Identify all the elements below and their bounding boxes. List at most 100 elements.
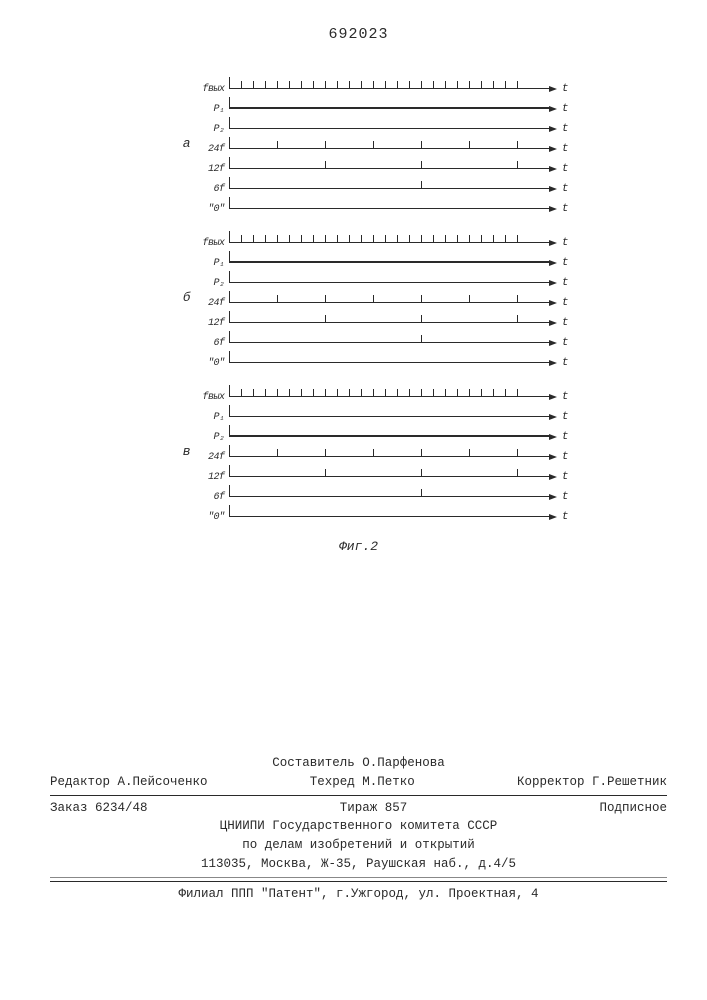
time-axis: t [229, 327, 549, 347]
tick-mark [361, 389, 362, 397]
tick-mark [481, 81, 482, 89]
org-line1: ЦНИИПИ Государственного комитета СССР [50, 817, 667, 836]
tick-mark [421, 315, 422, 323]
tick-mark [301, 235, 302, 243]
tick-mark [373, 235, 374, 243]
time-axis: t [229, 287, 549, 307]
arrow-icon [549, 360, 557, 366]
arrow-icon [549, 280, 557, 286]
t-axis-label: t [562, 83, 569, 95]
tick-mark [445, 81, 446, 89]
tick-mark [493, 389, 494, 397]
tick-mark [373, 449, 374, 457]
t-axis-label: t [562, 203, 569, 215]
branch-line: Филиал ППП "Патент", г.Ужгород, ул. Прое… [50, 885, 667, 904]
tirage-label: Тираж [340, 801, 378, 815]
tick-mark [517, 389, 518, 397]
timing-group: бfвыхtP₁tP₂t24ft12ft6ft"0"t [169, 227, 549, 367]
tick-mark [469, 81, 470, 89]
tick-mark [325, 295, 326, 303]
tick-mark [301, 81, 302, 89]
timing-row: 24ft [193, 287, 549, 307]
tick-mark [253, 235, 254, 243]
tick-mark [457, 389, 458, 397]
tick-mark [241, 389, 242, 397]
tick-mark [397, 81, 398, 89]
org-addr: 113035, Москва, Ж-35, Раушская наб., д.4… [50, 855, 667, 874]
arrow-icon [549, 166, 557, 172]
tick-mark [361, 235, 362, 243]
t-axis-label: t [562, 391, 569, 403]
tick-mark [385, 81, 386, 89]
time-axis: t [229, 227, 549, 247]
figure-2: аfвыхtP₁tP₂t24ft12ft6ft"0"tбfвыхtP₁tP₂t2… [149, 73, 569, 535]
tick-mark [373, 81, 374, 89]
timing-row: "0"t [193, 193, 549, 213]
time-axis: t [229, 153, 549, 173]
tick-mark [481, 235, 482, 243]
tick-mark [517, 81, 518, 89]
time-axis: t [229, 501, 549, 521]
tick-mark [421, 389, 422, 397]
tick-mark [313, 235, 314, 243]
tick-mark [469, 295, 470, 303]
tick-mark [277, 389, 278, 397]
colophon-block: Составитель О.Парфенова Редактор А.Пейсо… [50, 754, 667, 903]
tick-mark [457, 81, 458, 89]
arrow-icon [549, 300, 557, 306]
tick-mark [265, 81, 266, 89]
tick-mark [397, 389, 398, 397]
tick-mark [421, 295, 422, 303]
tick-mark [385, 389, 386, 397]
tick-mark [349, 389, 350, 397]
tick-mark [325, 389, 326, 397]
tick-mark [505, 81, 506, 89]
tick-mark [409, 235, 410, 243]
tick-mark [337, 81, 338, 89]
t-axis-label: t [562, 163, 569, 175]
tick-mark [445, 389, 446, 397]
tick-mark [325, 469, 326, 477]
t-axis-label: t [562, 103, 569, 115]
time-axis: t [229, 381, 549, 401]
t-axis-label: t [562, 123, 569, 135]
corrector-name: Г.Решетник [592, 775, 667, 789]
tick-mark [289, 389, 290, 397]
time-axis: t [229, 93, 549, 113]
time-axis: t [229, 307, 549, 327]
timing-row: 12ft [193, 461, 549, 481]
tick-mark [517, 235, 518, 243]
timing-row: P₁t [193, 401, 549, 421]
tick-mark [469, 389, 470, 397]
t-axis-label: t [562, 431, 569, 443]
time-axis: t [229, 133, 549, 153]
timing-row: P₂t [193, 421, 549, 441]
tick-mark [289, 235, 290, 243]
arrow-icon [549, 454, 557, 460]
tick-mark [517, 141, 518, 149]
tick-mark [421, 449, 422, 457]
techred-label: Техред [310, 775, 355, 789]
t-axis-label: t [562, 297, 569, 309]
t-axis-label: t [562, 237, 569, 249]
t-axis-label: t [562, 317, 569, 329]
tick-mark [325, 161, 326, 169]
arrow-icon [549, 320, 557, 326]
arrow-icon [549, 434, 557, 440]
arrow-icon [549, 474, 557, 480]
figure-caption: Фиг.2 [50, 539, 667, 554]
arrow-icon [549, 414, 557, 420]
tick-mark [421, 81, 422, 89]
tick-mark [421, 469, 422, 477]
timing-row: fвыхt [193, 227, 549, 247]
tick-mark [385, 235, 386, 243]
tick-mark [349, 81, 350, 89]
tick-mark [469, 235, 470, 243]
tick-mark [301, 389, 302, 397]
tick-mark [409, 389, 410, 397]
arrow-icon [549, 86, 557, 92]
order-label: Заказ [50, 801, 88, 815]
compiler-label: Составитель [272, 756, 355, 770]
tick-mark [325, 81, 326, 89]
tick-mark [337, 389, 338, 397]
